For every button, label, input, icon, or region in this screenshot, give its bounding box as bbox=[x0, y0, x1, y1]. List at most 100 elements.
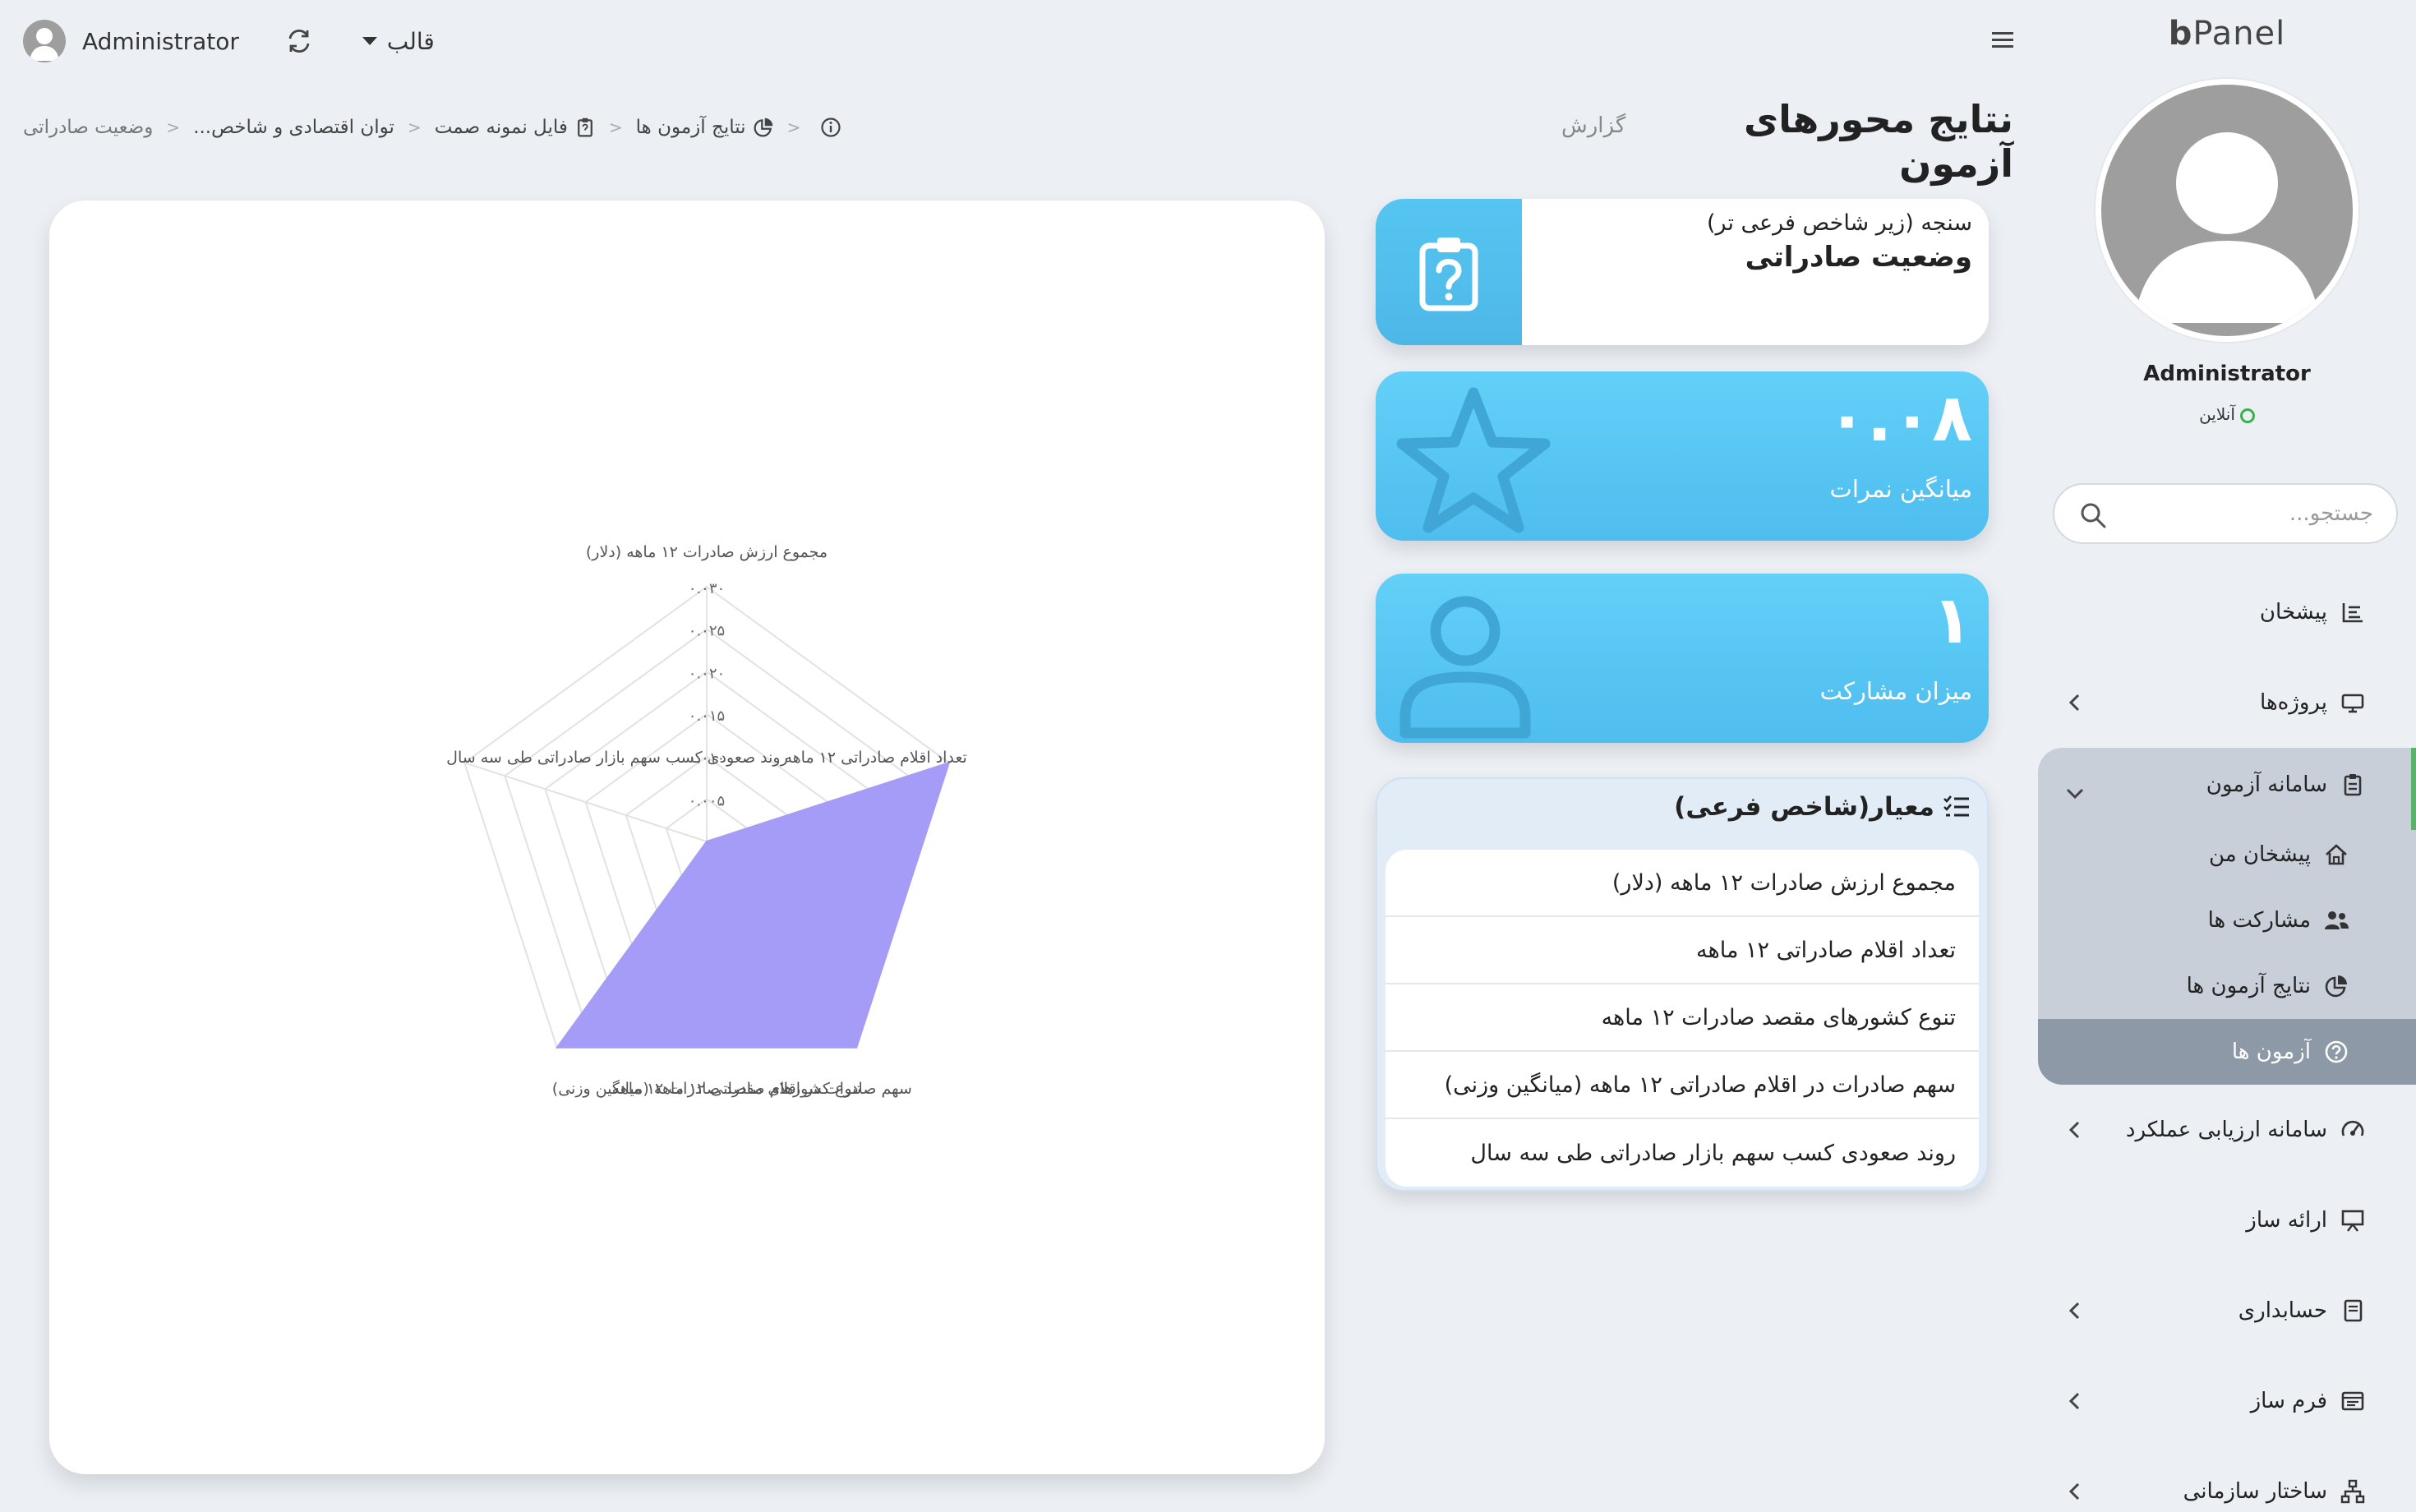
topbar-user-area: Administrator قالب bbox=[23, 18, 435, 64]
sidebar-item-projects[interactable]: پروژه‌ها bbox=[2038, 657, 2416, 748]
chevron-left-icon[interactable] bbox=[2063, 1298, 2087, 1323]
sidebar-subitem-label: پیشخان من bbox=[2208, 842, 2311, 867]
radar-tick-label: ۰.۰۱۰ bbox=[689, 750, 725, 768]
list-item[interactable]: سهم صادرات در اقلام صادراتی ۱۲ ماهه (میا… bbox=[1386, 1052, 1979, 1119]
projects-icon bbox=[2339, 689, 2367, 717]
sidebar-subitem-participations[interactable]: مشارکت ها bbox=[2038, 887, 2416, 953]
breadcrumb-item-exam-results[interactable]: نتایج آزمون ها bbox=[636, 117, 774, 138]
list-item[interactable]: روند صعودی کسب سهم بازار صادراتی طی سه س… bbox=[1470, 1140, 1956, 1166]
sidebar-nav: پیشخان پروژه‌ها سامانه آزمون پی bbox=[2038, 567, 2416, 1512]
sidebar-group-exam-system: سامانه آزمون پیشخان من مشارکت ها نتایج bbox=[2038, 748, 2416, 1085]
average-score-box: ۰.۰۸ میانگین نمرات bbox=[1376, 371, 1989, 541]
page-header: نتایج محورهای آزمون گزارش bbox=[1561, 97, 2013, 186]
chevron-left-icon[interactable] bbox=[2063, 690, 2087, 715]
radar-data-area bbox=[555, 761, 951, 1049]
radar-tick-label: ۰.۰۲۵ bbox=[689, 623, 725, 640]
participation-value: ۱ bbox=[1932, 582, 1972, 658]
sidebar-item-label: ساختار سازمانی bbox=[2183, 1479, 2327, 1504]
radar-spoke bbox=[463, 762, 708, 842]
radar-chart-card: ۰.۰۰۵ ۰.۰۱۰ ۰.۰۱۵ ۰.۰۲۰ ۰.۰۲۵ ۰.۰۳۰ مجموع ارزش… bbox=[49, 201, 1325, 1474]
sidebar-subitem-label: مشارکت ها bbox=[2207, 908, 2311, 933]
user-icon bbox=[1399, 596, 1531, 739]
avatar bbox=[2096, 79, 2358, 342]
theme-dropdown[interactable]: قالب bbox=[362, 28, 435, 55]
user-silhouette-icon bbox=[2134, 132, 2320, 323]
breadcrumb-item-economic-power[interactable]: توان اقتصادی و شاخص... bbox=[193, 117, 394, 138]
chevron-left-icon[interactable] bbox=[2063, 1389, 2087, 1413]
sidebar-item-performance-evaluation[interactable]: سامانه ارزیابی عملکرد bbox=[2038, 1085, 2416, 1175]
breadcrumb-label: نتایج آزمون ها bbox=[635, 117, 746, 138]
chevron-left-icon[interactable] bbox=[2063, 1479, 2087, 1504]
breadcrumb-separator: < bbox=[166, 118, 181, 137]
star-icon bbox=[1396, 387, 1551, 533]
sidebar-item-presentation-builder[interactable]: ارائه ساز bbox=[2038, 1175, 2416, 1265]
clipboard-icon bbox=[574, 117, 596, 138]
criteria-header: معیار(شاخص فرعی) bbox=[1674, 792, 1971, 822]
theme-dropdown-label: قالب bbox=[386, 27, 435, 55]
chevron-down-icon[interactable] bbox=[2063, 781, 2087, 805]
criteria-list: مجموع ارزش صادرات ۱۲ ماهه (دلار) تعداد ا… bbox=[1386, 850, 1979, 1187]
radar-axis-label: تنوع کشورهای مقصد صادرات ۱۲ ماهه bbox=[612, 1080, 862, 1098]
radar-axis-label: سهم صادرات در اقلام صادراتی ۱۲ ماهه (میا… bbox=[552, 1079, 912, 1098]
sidebar-item-dashboard[interactable]: پیشخان bbox=[2038, 567, 2416, 657]
online-dot-icon bbox=[2239, 408, 2255, 423]
sidebar-search bbox=[2053, 483, 2398, 544]
breadcrumb-separator: < bbox=[786, 118, 801, 137]
sidebar-item-org-structure[interactable]: ساختار سازمانی bbox=[2038, 1446, 2416, 1512]
brand-logo[interactable]: bPanel bbox=[2168, 15, 2286, 53]
radar-chart: ۰.۰۰۵ ۰.۰۱۰ ۰.۰۱۵ ۰.۰۲۰ ۰.۰۲۵ ۰.۰۳۰ مجموع ارزش… bbox=[446, 543, 967, 1098]
radar-tick-label: ۰.۰۰۵ bbox=[689, 792, 725, 809]
form-icon bbox=[2339, 1387, 2367, 1415]
radar-tick-label: ۰.۰۳۰ bbox=[689, 580, 725, 597]
sidebar-item-label: سامانه ارزیابی عملکرد bbox=[2125, 1118, 2327, 1142]
sidebar-item-label: سامانه آزمون bbox=[2206, 772, 2327, 797]
measure-title: وضعیت صادراتی bbox=[1745, 241, 1972, 274]
radar-axis-label: تعداد اقلام صادراتی ۱۲ ماهه bbox=[784, 749, 966, 767]
participation-box: ۱ میزان مشارکت bbox=[1376, 574, 1989, 743]
gauge-icon bbox=[2339, 1116, 2367, 1144]
dashboard-icon bbox=[2339, 598, 2367, 626]
list-item[interactable]: تعداد اقلام صادراتی ۱۲ ماهه bbox=[1386, 917, 1979, 984]
sidebar-item-accounting[interactable]: حسابداری bbox=[2038, 1265, 2416, 1356]
org-chart-icon bbox=[2339, 1477, 2367, 1505]
radar-tick-label: ۰.۰۱۵ bbox=[689, 708, 725, 725]
sidebar-item-label: پروژه‌ها bbox=[2260, 690, 2327, 715]
breadcrumb-separator: < bbox=[608, 118, 623, 137]
topbar-user-name[interactable]: Administrator bbox=[82, 27, 239, 55]
sidebar-subitem-label: آزمون ها bbox=[2231, 1040, 2311, 1064]
sidebar-subitem-exams[interactable]: آزمون ها bbox=[2038, 1019, 2416, 1085]
sidebar-subitem-my-dashboard[interactable]: پیشخان من bbox=[2038, 822, 2416, 887]
sidebar-item-label: ارائه ساز bbox=[2246, 1208, 2327, 1233]
breadcrumb-item-sample-file[interactable]: فایل نمونه صمت bbox=[435, 117, 596, 138]
search-icon[interactable] bbox=[2079, 501, 2107, 529]
breadcrumb-label: فایل نمونه صمت bbox=[434, 117, 568, 138]
online-status: آنلاین bbox=[2038, 404, 2416, 424]
hamburger-menu-icon[interactable] bbox=[1989, 28, 2018, 53]
sidebar-item-exam-system[interactable]: سامانه آزمون bbox=[2038, 748, 2416, 822]
list-check-icon bbox=[1943, 795, 1969, 817]
sidebar-subitem-label: نتایج آزمون ها bbox=[2186, 974, 2311, 998]
criteria-title: معیار(شاخص فرعی) bbox=[1674, 792, 1934, 822]
measure-icon-panel bbox=[1376, 199, 1522, 345]
caret-down-icon bbox=[362, 37, 377, 45]
presentation-icon bbox=[2339, 1206, 2367, 1234]
search-input[interactable] bbox=[2127, 485, 2373, 542]
info-icon[interactable] bbox=[820, 117, 841, 138]
sidebar: bPanel Administrator آنلاین پیشخان bbox=[2038, 0, 2416, 1512]
pie-chart-icon bbox=[2322, 972, 2350, 1000]
home-icon bbox=[2322, 841, 2350, 869]
chevron-left-icon[interactable] bbox=[2063, 1118, 2087, 1142]
user-silhouette-icon bbox=[30, 28, 59, 61]
radar-axis-label: مجموع ارزش صادرات ۱۲ ماهه (دلار) bbox=[586, 543, 828, 561]
breadcrumb: < نتایج آزمون ها < فایل نمونه صمت < توان… bbox=[23, 117, 841, 138]
sidebar-subitem-exam-results[interactable]: نتایج آزمون ها bbox=[2038, 953, 2416, 1019]
sidebar-item-label: فرم ساز bbox=[2250, 1389, 2327, 1413]
sidebar-item-form-builder[interactable]: فرم ساز bbox=[2038, 1356, 2416, 1446]
question-circle-icon bbox=[2322, 1038, 2350, 1066]
measure-info-box: سنجه (زیر شاخص فرعی تر) وضعیت صادراتی bbox=[1376, 199, 1989, 345]
list-item[interactable]: مجموع ارزش صادرات ۱۲ ماهه (دلار) bbox=[1386, 850, 1979, 917]
avatar[interactable] bbox=[23, 20, 66, 62]
list-item[interactable]: تنوع کشورهای مقصد صادرات ۱۲ ماهه bbox=[1386, 984, 1979, 1052]
page-title: نتایج محورهای آزمون bbox=[1743, 97, 2013, 186]
refresh-icon[interactable] bbox=[285, 27, 313, 55]
